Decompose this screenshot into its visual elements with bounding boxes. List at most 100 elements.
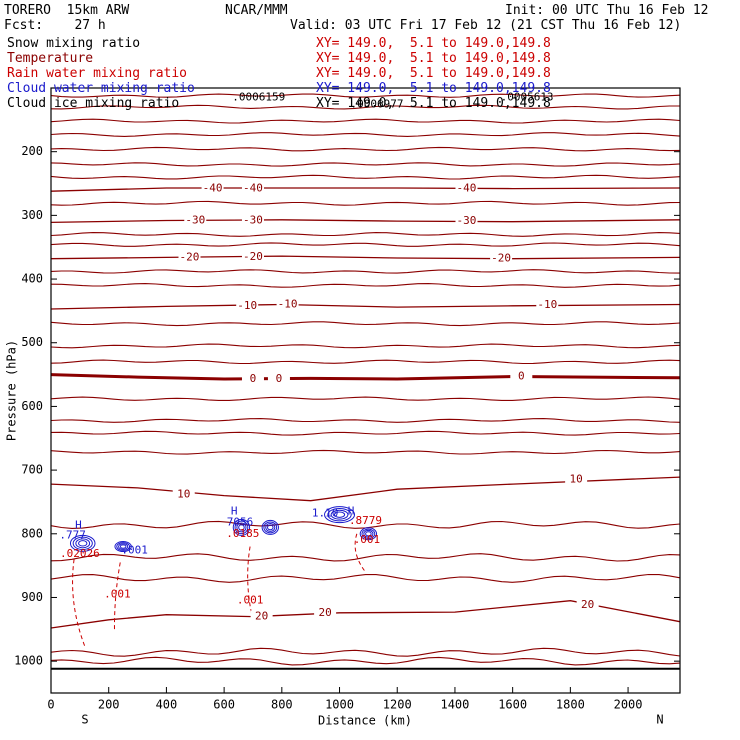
cloud-water-contour xyxy=(236,522,247,533)
isotherm-label: 20 xyxy=(581,598,594,611)
cloud-water-contour xyxy=(365,531,372,537)
valid-time: Valid: 03 UTC Fri 17 Feb 12 (21 CST Thu … xyxy=(290,18,682,33)
isotherm-label-bg xyxy=(241,182,264,195)
legend-snow: Snow mixing ratio xyxy=(7,36,141,51)
cloud-water-contour xyxy=(265,523,276,532)
y-tick-label: 1000 xyxy=(14,654,43,668)
contour-line xyxy=(50,396,681,401)
isotherm-label-bg xyxy=(536,299,559,312)
isotherm-label: 0 xyxy=(518,369,525,382)
cloud-water-label: H xyxy=(75,519,82,532)
plot-border xyxy=(50,87,681,694)
isotherm-label: -40 xyxy=(243,182,263,195)
cloud-water-contour xyxy=(261,519,279,535)
isotherm-label-bg xyxy=(250,610,273,623)
x-tick-label: 1800 xyxy=(556,698,585,712)
isotherm-label-bg xyxy=(241,214,264,227)
isotherm-label-bg xyxy=(314,606,337,619)
cloud-water-contour xyxy=(119,544,127,549)
contour-line xyxy=(50,242,681,247)
isotherm-label-bg xyxy=(241,373,264,386)
isotherm-label: -20 xyxy=(243,250,263,263)
contour-line xyxy=(50,200,681,206)
isotherm-label-bg xyxy=(455,182,478,195)
cloud-water-contour xyxy=(234,520,249,535)
x-tick-label: 600 xyxy=(213,698,235,712)
cloud-water-contours xyxy=(69,506,378,553)
isotherm-line xyxy=(50,187,681,192)
cloud-water-contour xyxy=(327,507,352,522)
legend-cloud-ice: Cloud ice mixing ratio xyxy=(7,96,180,111)
isotherm-line xyxy=(50,303,681,310)
legend-temperature-xy: XY= 149.0, 5.1 to 149.0,149.8 xyxy=(316,51,551,66)
contour-line xyxy=(50,93,681,98)
isotherm-label-bg xyxy=(201,182,224,195)
cloud-water-contour xyxy=(330,509,349,520)
isotherm-label: -30 xyxy=(243,213,263,226)
legend-cloud-ice-xy: XY= 149.0, 5.1 to 149.0,149.8 xyxy=(316,96,551,111)
x-tick-label: 1200 xyxy=(383,698,412,712)
y-tick-label: 500 xyxy=(21,335,43,349)
cloud-water-label: H xyxy=(348,505,355,518)
isotherm-label: 20 xyxy=(255,610,268,623)
legend-temperature: Temperature xyxy=(7,51,94,66)
contour-line xyxy=(50,269,681,274)
isotherm-label: -10 xyxy=(237,299,257,312)
isotherm-label-bg xyxy=(510,370,533,383)
model-title: TORERO 15km ARW xyxy=(4,3,130,18)
cloud-water-contour xyxy=(114,541,132,553)
legend-cloud-water-xy: XY= 149.0, 5.1 to 149.0,149.8 xyxy=(316,81,551,96)
isotherm-label: 10 xyxy=(570,473,583,486)
isotherm-line xyxy=(50,476,681,502)
cloud-water-contour xyxy=(333,511,346,518)
org-title: NCAR/MMM xyxy=(225,3,288,18)
contour-line xyxy=(50,553,681,562)
isotherm-label-bg xyxy=(455,215,478,228)
cloud-water-contour xyxy=(69,534,96,552)
isotherm-label-bg xyxy=(184,214,207,227)
rain-label: .0185 xyxy=(226,527,259,540)
cloud-water-contour xyxy=(363,529,374,538)
cloud-water-contour xyxy=(75,538,91,549)
contour-lines xyxy=(50,93,681,670)
y-tick-label: 200 xyxy=(21,144,43,158)
contour-line xyxy=(50,132,681,137)
plot-frame xyxy=(50,87,681,694)
contour-line xyxy=(50,647,681,657)
cloud-water-label: .777 xyxy=(59,529,86,542)
y-tick-label: 900 xyxy=(21,590,43,604)
contour-line xyxy=(50,430,681,436)
contour-line xyxy=(50,118,681,124)
x-end-label-south: S xyxy=(81,713,88,727)
snow-label: .0005613 xyxy=(501,91,554,104)
contour-line xyxy=(50,343,681,349)
y-axis-title: Pressure (hPa) xyxy=(5,340,19,441)
cloud-water-contour xyxy=(267,524,274,531)
x-tick-label: 200 xyxy=(98,698,120,712)
cloud-water-contour xyxy=(72,536,93,551)
legend-snow-xy: XY= 149.0, 5.1 to 149.0,149.8 xyxy=(316,36,551,51)
rain-contour xyxy=(354,533,366,573)
contour-line xyxy=(50,104,680,110)
contour-line xyxy=(50,418,681,423)
rain-label: .02026 xyxy=(60,547,100,560)
rain-label: .001 xyxy=(104,587,131,600)
cloud-water-contour xyxy=(118,543,129,550)
isotherm-label: 20 xyxy=(318,606,331,619)
legend-rain: Rain water mixing ratio xyxy=(7,66,188,81)
y-tick-label: 600 xyxy=(21,399,43,413)
init-time: Init: 00 UTC Thu 16 Feb 12 xyxy=(505,3,709,18)
cloud-water-contour xyxy=(78,540,88,547)
x-tick-label: 0 xyxy=(47,698,54,712)
cloud-water-label: 1.10 xyxy=(312,506,339,519)
cloud-water-contour xyxy=(324,506,356,524)
isotherm-label: -30 xyxy=(185,213,205,226)
isotherm-label-bg xyxy=(267,373,290,386)
isotherm-label: -40 xyxy=(457,182,477,195)
cloud-water-contour xyxy=(232,518,251,536)
isotherm-line xyxy=(50,600,681,629)
rain-label: .001 xyxy=(237,594,264,607)
cloud-water-label: 7056 xyxy=(227,515,254,528)
x-tick-label: 2000 xyxy=(614,698,643,712)
y-tick-label: 700 xyxy=(21,463,43,477)
